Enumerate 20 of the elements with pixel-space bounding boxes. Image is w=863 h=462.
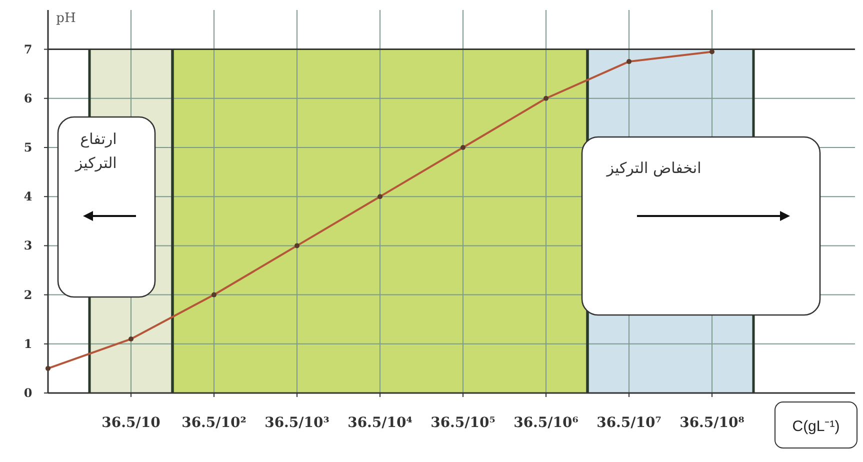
x-tick-label: 36.5/10⁵	[430, 415, 496, 431]
y-tick-label: 6	[24, 91, 32, 106]
x-tick-label: 36.5/10⁴	[348, 415, 412, 431]
x-axis-title: C(gL⁻¹)	[792, 418, 840, 435]
x-tick-label: 36.5/10⁷	[596, 415, 662, 431]
y-tick-label: 2	[24, 288, 32, 302]
annotation: انخفاض التركيز	[606, 159, 702, 177]
x-tick-label: 36.5/10³	[264, 415, 330, 431]
annotation: ارتفاع التركيز	[74, 130, 122, 172]
x-tick-label: 36.5/10	[102, 415, 161, 431]
y-tick-label: 0	[24, 386, 32, 400]
y-tick-label: 3	[24, 238, 32, 253]
x-tick-label: 36.5/10⁸	[680, 415, 744, 431]
x-tick-label: 36.5/10⁶	[514, 415, 578, 431]
x-tick-label: 36.5/10²	[182, 415, 246, 431]
y-tick-label: 4	[24, 190, 32, 204]
y-tick-label: 7	[24, 42, 32, 56]
y-tick-label: 1	[24, 336, 32, 351]
y-axis-title: pH	[56, 11, 76, 26]
y-tick-label: 5	[24, 140, 32, 154]
